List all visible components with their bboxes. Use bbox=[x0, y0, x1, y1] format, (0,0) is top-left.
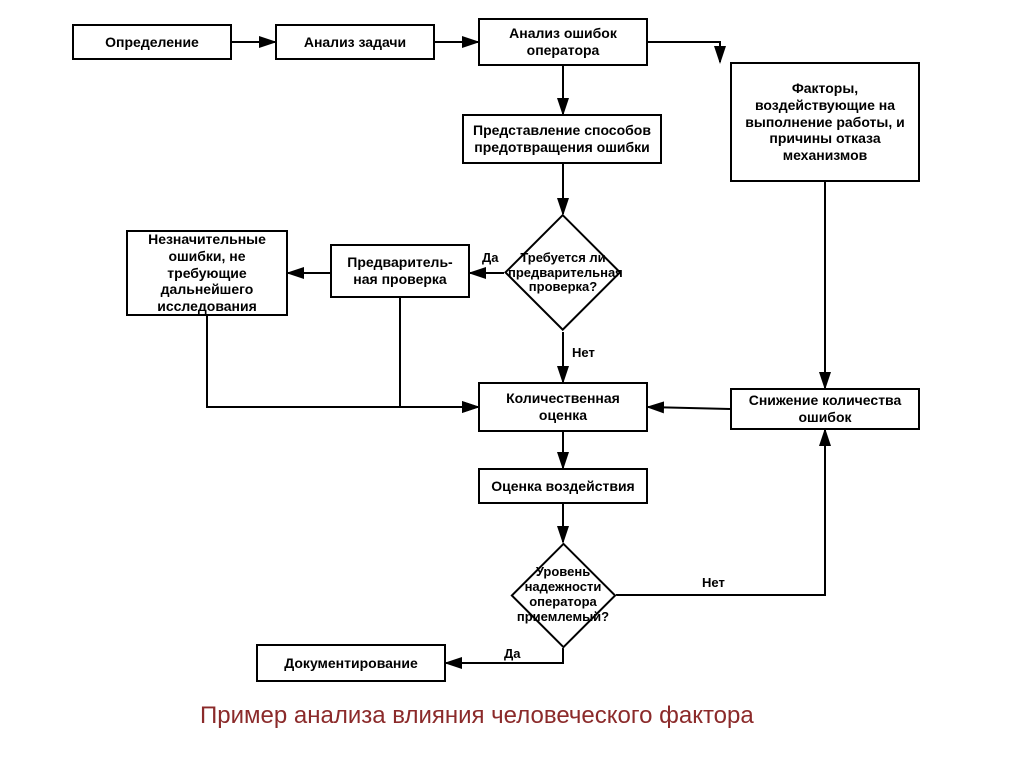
node-minor-errors: Незначительные ошибки, не требующие даль… bbox=[126, 230, 288, 316]
edge-label-n12-n10: Нет bbox=[700, 575, 727, 590]
decision-reliability-acceptable: Уровень надежности оператора приемлемый? bbox=[510, 542, 616, 648]
edge-label-n12-n13: Да bbox=[502, 646, 523, 661]
node-reduce-errors: Снижение количества ошибок bbox=[730, 388, 920, 430]
edge-label-n6-n9: Нет bbox=[570, 345, 597, 360]
edge-n7-n9 bbox=[400, 298, 478, 407]
node-factors: Факторы, воздействующие на выполнение ра… bbox=[730, 62, 920, 182]
decision-precheck-needed: Требуется ли предварительная проверка? bbox=[504, 214, 622, 332]
node-precheck: Предваритель- ная проверка bbox=[330, 244, 470, 298]
node-error-analysis: Анализ ошибок оператора bbox=[478, 18, 648, 66]
edge-n8-n9 bbox=[207, 316, 478, 407]
flowchart-canvas: Определение Анализ задачи Анализ ошибок … bbox=[0, 0, 1024, 767]
node-quant-eval: Количественная оценка bbox=[478, 382, 648, 432]
diagram-caption: Пример анализа влияния человеческого фак… bbox=[200, 702, 754, 730]
node-task-analysis: Анализ задачи bbox=[275, 24, 435, 60]
node-documentation: Документирование bbox=[256, 644, 446, 682]
decision-precheck-label: Требуется ли предварительная проверка? bbox=[504, 251, 622, 296]
edge-n10-n9 bbox=[648, 407, 730, 409]
decision-reliability-label: Уровень надежности оператора приемлемый? bbox=[510, 565, 616, 625]
edge-n3-n4 bbox=[648, 42, 720, 62]
node-impact-eval: Оценка воздействия bbox=[478, 468, 648, 504]
edge-label-n6-n7: Да bbox=[480, 250, 501, 265]
edge-n12-n10 bbox=[616, 430, 825, 595]
node-definition: Определение bbox=[72, 24, 232, 60]
node-prevention: Представление способов предотвращения ош… bbox=[462, 114, 662, 164]
